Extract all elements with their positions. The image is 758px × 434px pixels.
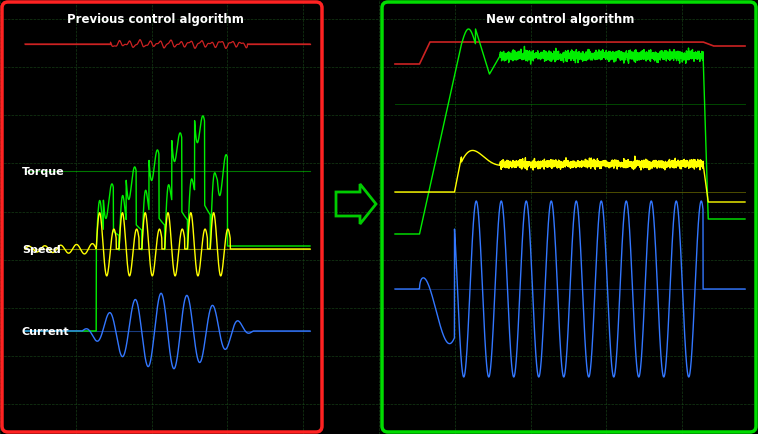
Text: Torque: Torque: [22, 167, 64, 177]
Text: Previous control algorithm: Previous control algorithm: [67, 13, 243, 26]
Text: Current: Current: [22, 326, 70, 336]
Text: New control algorithm: New control algorithm: [486, 13, 634, 26]
Text: Speed: Speed: [22, 244, 61, 254]
